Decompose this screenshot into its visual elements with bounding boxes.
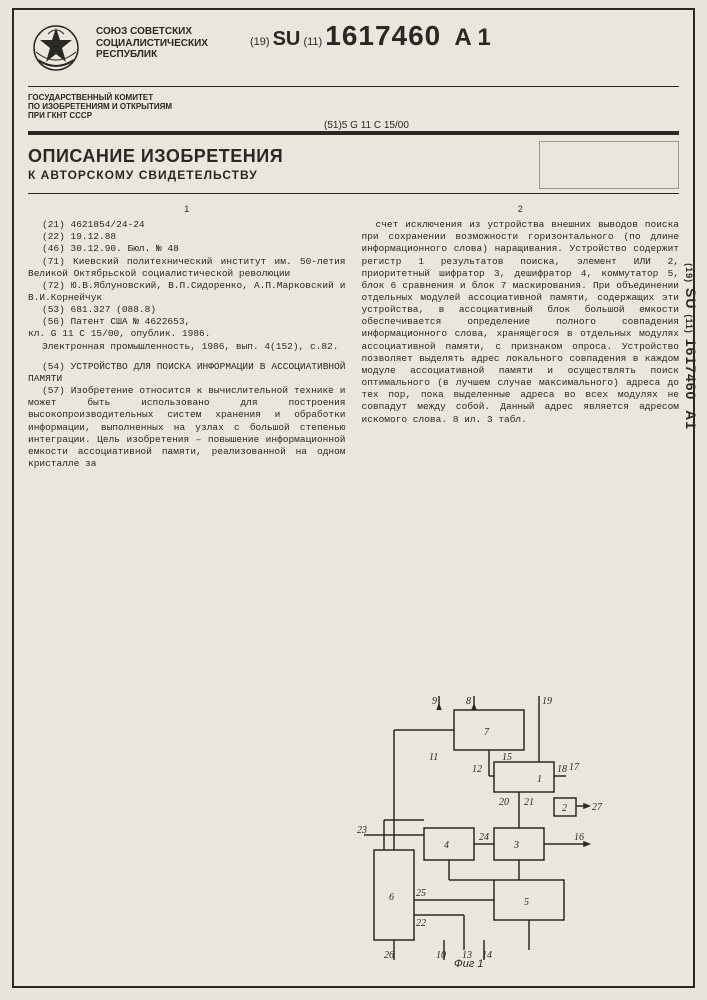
field-56a: (56) Патент США № 4622653, [28,316,346,328]
committee-line3: ПРИ ГКНТ СССР [28,111,220,120]
port-14: 14 [482,950,492,961]
stamp-placeholder [539,141,679,189]
column-2: 2 счет исключения из устройства внешних … [362,204,680,471]
port-26: 26 [384,950,394,961]
field-72: (72) Ю.В.Яблуновский, В.П.Сидоренко, А.П… [28,280,346,304]
node-2: 2 [562,803,567,814]
port-11: 11 [429,752,438,763]
field-71: (71) Киевский политехнический институт и… [28,256,346,280]
side-kind: A1 [683,410,699,430]
field-56b: кл. G 11 C 15/00, опублик. 1986. [28,328,346,340]
field-57: (57) Изобретение относится к вычислитель… [28,385,346,470]
patent-number-block: (19) SU (11) 1617460 A 1 [220,20,679,76]
union-line1: СОЮЗ СОВЕТСКИХ [96,26,208,38]
ipc-code: G 11 C 15/00 [350,120,409,131]
patent-number: 1617460 [325,20,441,51]
union-name: СОЮЗ СОВЕТСКИХ СОЦИАЛИСТИЧЕСКИХ РЕСПУБЛИ… [96,20,208,76]
union-line3: РЕСПУБЛИК [96,49,208,61]
field-56c: Электронная промышленность, 1986, вып. 4… [28,341,346,353]
field-46: (46) 30.12.90. Бюл. № 48 [28,243,346,255]
node-1: 1 [537,774,542,785]
port-17: 17 [569,762,580,773]
field-22: (22) 19.12.88 [28,231,346,243]
port-23: 23 [357,825,367,836]
field-54: (54) УСТРОЙСТВО ДЛЯ ПОИСКА ИНФОРМАЦИИ В … [28,361,346,385]
abstract-continued: счет исключения из устройства внешних вы… [362,219,680,426]
port-24: 24 [479,832,489,843]
node-7: 7 [484,727,490,738]
port-12: 12 [472,764,482,775]
node-4: 4 [444,840,449,851]
country-prefix: (19) [250,36,270,48]
port-21: 21 [524,797,534,808]
port-15: 15 [502,752,512,763]
port-18: 18 [557,764,567,775]
field-21: (21) 4621854/24-24 [28,219,346,231]
column-1: 1 (21) 4621854/24-24 (22) 19.12.88 (46) … [28,204,346,471]
side-prefix: (19) [684,263,694,283]
side-mid: (11) [684,314,694,334]
ipc-classification: (51)5 G 11 C 15/00 [324,120,409,131]
port-10: 10 [436,950,446,961]
port-19: 19 [542,696,552,707]
port-25: 25 [416,888,426,899]
committee-line2: ПО ИЗОБРЕТЕНИЯМ И ОТКРЫТИЯМ [28,102,220,111]
figure-1-diagram: 7 1 2 4 3 6 5 9 8 19 11 12 15 18 17 20 2… [354,690,604,970]
state-emblem [28,20,84,76]
col-number-1: 1 [28,204,346,216]
side-num: 1617460 [683,339,699,401]
auth-prefix: (11) [303,36,322,48]
port-9: 9 [432,696,437,707]
field-53: (53) 681.327 (088.8) [28,304,346,316]
port-8: 8 [466,696,471,707]
node-5: 5 [524,897,529,908]
document-subtitle: К АВТОРСКОМУ СВИДЕТЕЛЬСТВУ [28,168,283,182]
committee-line1: ГОСУДАРСТВЕННЫЙ КОМИТЕТ [28,93,220,102]
document-title: ОПИСАНИЕ ИЗОБРЕТЕНИЯ [28,147,283,167]
port-20: 20 [499,797,509,808]
port-22: 22 [416,918,426,929]
node-6: 6 [389,892,394,903]
committee-name: ГОСУДАРСТВЕННЫЙ КОМИТЕТ ПО ИЗОБРЕТЕНИЯМ … [14,91,234,125]
ipc-prefix: (51)5 [324,120,347,131]
node-3: 3 [513,840,519,851]
doc-kind: A 1 [454,24,490,51]
country-code: SU [273,28,301,50]
union-line2: СОЦИАЛИСТИЧЕСКИХ [96,38,208,50]
side-su: SU [683,288,699,309]
col-number-2: 2 [362,204,680,216]
port-16: 16 [574,832,584,843]
side-patent-label: (19) SU (11) 1617460 A1 [683,263,699,430]
figure-label: Фиг 1 [454,958,483,970]
port-27: 27 [592,802,603,813]
